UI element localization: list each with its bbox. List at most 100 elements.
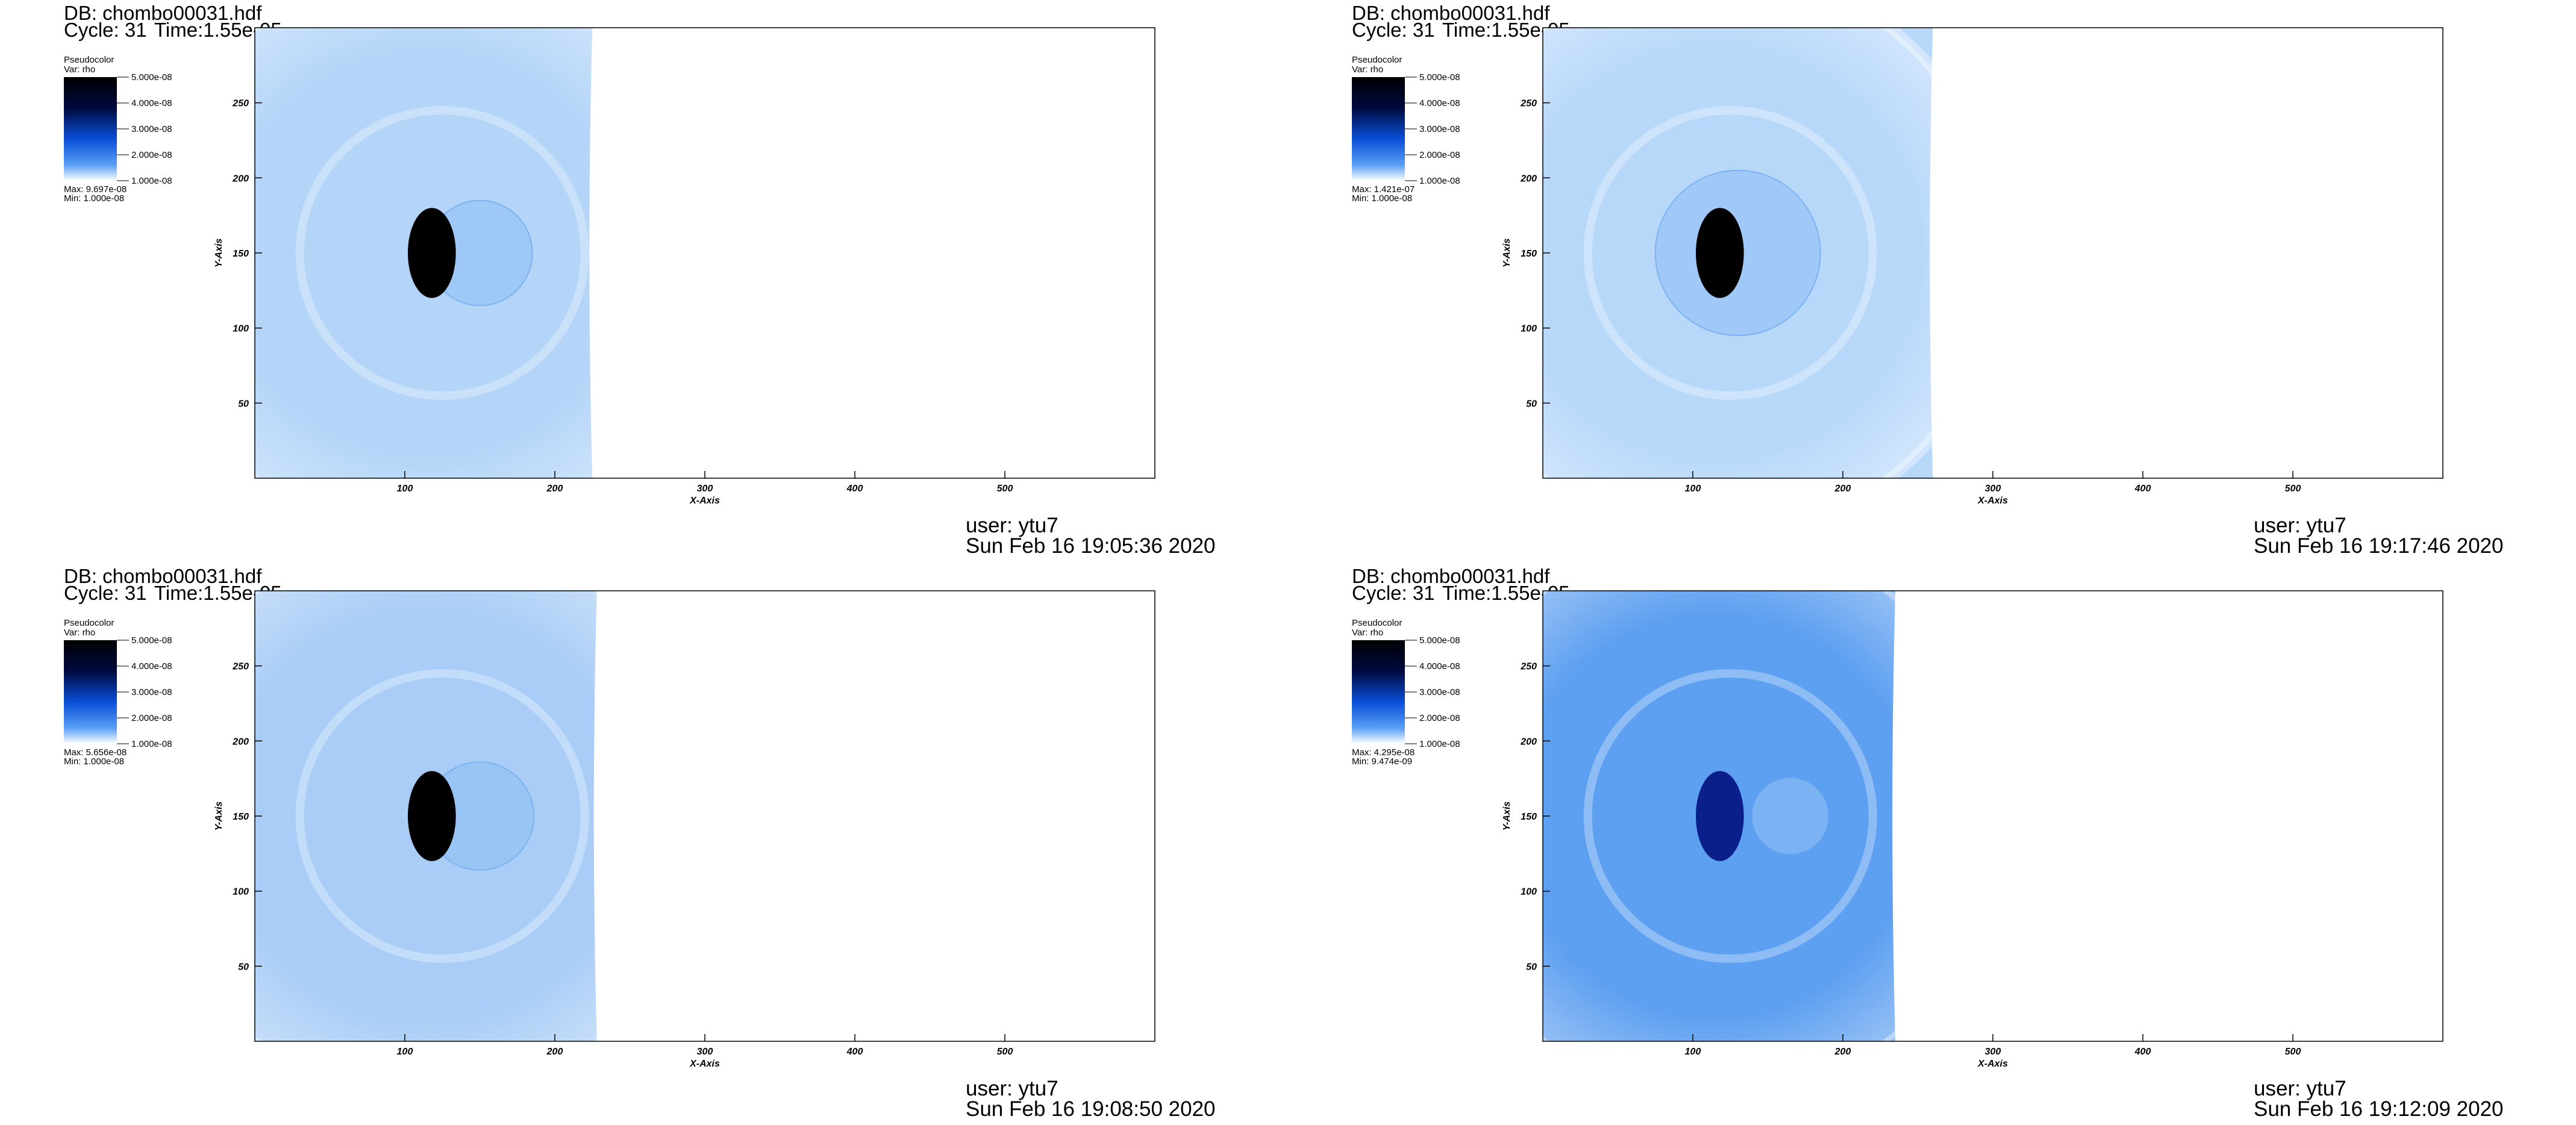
min-label: Min: 9.474e-09 — [1352, 756, 1412, 767]
cycle-label: Cycle: 31 — [1352, 582, 1435, 604]
colorbar-tick-label: 2.000e-08 — [131, 713, 172, 723]
colorbar-tick-label: 3.000e-08 — [1419, 687, 1460, 697]
legend-variable: Var: rho — [64, 628, 95, 638]
inner-wave — [295, 106, 589, 400]
y-tick-label: 50 — [1526, 962, 1537, 972]
min-label: Min: 1.000e-08 — [64, 193, 124, 204]
colorbar-tick-label: 1.000e-08 — [131, 176, 172, 186]
x-tick-label: 300 — [697, 1047, 713, 1057]
x-tick-label: 500 — [2285, 484, 2301, 494]
colorbar-tick-label: 2.000e-08 — [131, 150, 172, 160]
user-label: user: ytu7 — [966, 514, 1058, 537]
x-tick-label: 300 — [697, 484, 713, 494]
colorbar-tick-label: 3.000e-08 — [131, 124, 172, 134]
x-tick-label: 100 — [1685, 484, 1701, 494]
y-tick-label: 200 — [232, 737, 249, 747]
colorbar-tick-label: 1.000e-08 — [1419, 176, 1460, 186]
legend-variable: Var: rho — [64, 64, 95, 75]
db-label: DB: chombo00031.hdf — [1352, 565, 1550, 587]
rarefaction — [1895, 591, 1978, 1041]
colorbar-tick-label: 4.000e-08 — [131, 661, 172, 672]
x-tick-label: 100 — [1685, 1047, 1701, 1057]
x-tick-label: 400 — [846, 1047, 863, 1057]
x-tick-label: 400 — [846, 484, 863, 494]
y-tick-label: 50 — [238, 399, 249, 409]
field — [255, 591, 718, 1041]
y-tick-label: 250 — [232, 662, 249, 672]
colorbar-tick-label: 1.000e-08 — [1419, 739, 1460, 749]
colorbar-tick-label: 5.000e-08 — [1419, 635, 1460, 646]
cycle-label: Cycle: 31 — [1352, 19, 1435, 41]
inner-wave — [295, 669, 589, 963]
y-tick-label: 100 — [1521, 324, 1537, 334]
colorbar-tick-label: 1.000e-08 — [131, 739, 172, 749]
date-label: Sun Feb 16 19:17:46 2020 — [2254, 534, 2504, 558]
colorbar — [64, 77, 117, 181]
x-tick-label: 100 — [397, 484, 413, 494]
x-axis-label: X-Axis — [1977, 1059, 2008, 1069]
y-tick-label: 200 — [1520, 173, 1537, 184]
x-tick-label: 200 — [1834, 1047, 1851, 1057]
colorbar-tick-label: 3.000e-08 — [1419, 124, 1460, 134]
y-tick-label: 200 — [1520, 737, 1537, 747]
date-label: Sun Feb 16 19:08:50 2020 — [966, 1097, 1216, 1121]
y-axis-label: Y-Axis — [214, 238, 224, 268]
x-tick-label: 300 — [1985, 484, 2001, 494]
min-label: Min: 1.000e-08 — [1352, 193, 1412, 204]
colorbar-tick-label: 4.000e-08 — [1419, 98, 1460, 108]
inner-wave — [1583, 106, 1877, 400]
y-tick-label: 250 — [232, 99, 249, 109]
colorbar-tick-label: 2.000e-08 — [1419, 713, 1460, 723]
colorbar — [1352, 640, 1405, 744]
y-tick-label: 100 — [233, 887, 249, 897]
x-tick-label: 400 — [2134, 1047, 2151, 1057]
field — [1543, 28, 2006, 478]
date-label: Sun Feb 16 19:05:36 2020 — [966, 534, 1216, 558]
x-tick-label: 300 — [1985, 1047, 2001, 1057]
legend-variable: Var: rho — [1352, 64, 1383, 75]
db-label: DB: chombo00031.hdf — [64, 2, 262, 24]
x-axis-label: X-Axis — [689, 1059, 720, 1069]
dense-core — [407, 771, 456, 861]
db-label: DB: chombo00031.hdf — [64, 565, 262, 587]
y-tick-label: 100 — [1521, 887, 1537, 897]
max-label: Max: 4.295e-08 — [1352, 747, 1415, 758]
y-axis-label: Y-Axis — [214, 802, 224, 831]
user-label: user: ytu7 — [966, 1077, 1058, 1100]
legend-title: Pseudocolor — [64, 55, 114, 65]
y-tick-label: 150 — [1521, 249, 1537, 259]
cycle-label: Cycle: 31 — [64, 19, 147, 41]
max-label: Max: 5.656e-08 — [64, 747, 127, 758]
colorbar-tick-label: 5.000e-08 — [1419, 72, 1460, 83]
legend-title: Pseudocolor — [1352, 618, 1402, 628]
y-tick-label: 150 — [233, 812, 249, 822]
dense-core — [1695, 208, 1744, 298]
y-tick-label: 100 — [233, 324, 249, 334]
y-axis-label: Y-Axis — [1502, 238, 1512, 268]
colorbar-tick-label: 5.000e-08 — [131, 72, 172, 83]
x-axis-label: X-Axis — [689, 496, 720, 506]
y-tick-label: 250 — [1520, 99, 1537, 109]
date-label: Sun Feb 16 19:12:09 2020 — [2254, 1097, 2504, 1121]
x-tick-label: 500 — [2285, 1047, 2301, 1057]
colorbar-tick-label: 4.000e-08 — [1419, 661, 1460, 672]
x-tick-label: 100 — [397, 1047, 413, 1057]
legend-title: Pseudocolor — [64, 618, 114, 628]
y-tick-label: 250 — [1520, 662, 1537, 672]
y-axis-label: Y-Axis — [1502, 802, 1512, 831]
field — [255, 28, 718, 478]
y-tick-label: 50 — [238, 962, 249, 972]
x-tick-label: 200 — [546, 484, 563, 494]
colorbar-tick-label: 5.000e-08 — [131, 635, 172, 646]
dense-core — [407, 208, 456, 298]
user-label: user: ytu7 — [2254, 514, 2346, 537]
db-label: DB: chombo00031.hdf — [1352, 2, 1550, 24]
y-tick-label: 50 — [1526, 399, 1537, 409]
dense-core — [1695, 771, 1744, 861]
max-label: Max: 1.421e-07 — [1352, 184, 1415, 195]
max-label: Max: 9.697e-08 — [64, 184, 127, 195]
y-tick-label: 150 — [233, 249, 249, 259]
y-tick-label: 150 — [1521, 812, 1537, 822]
